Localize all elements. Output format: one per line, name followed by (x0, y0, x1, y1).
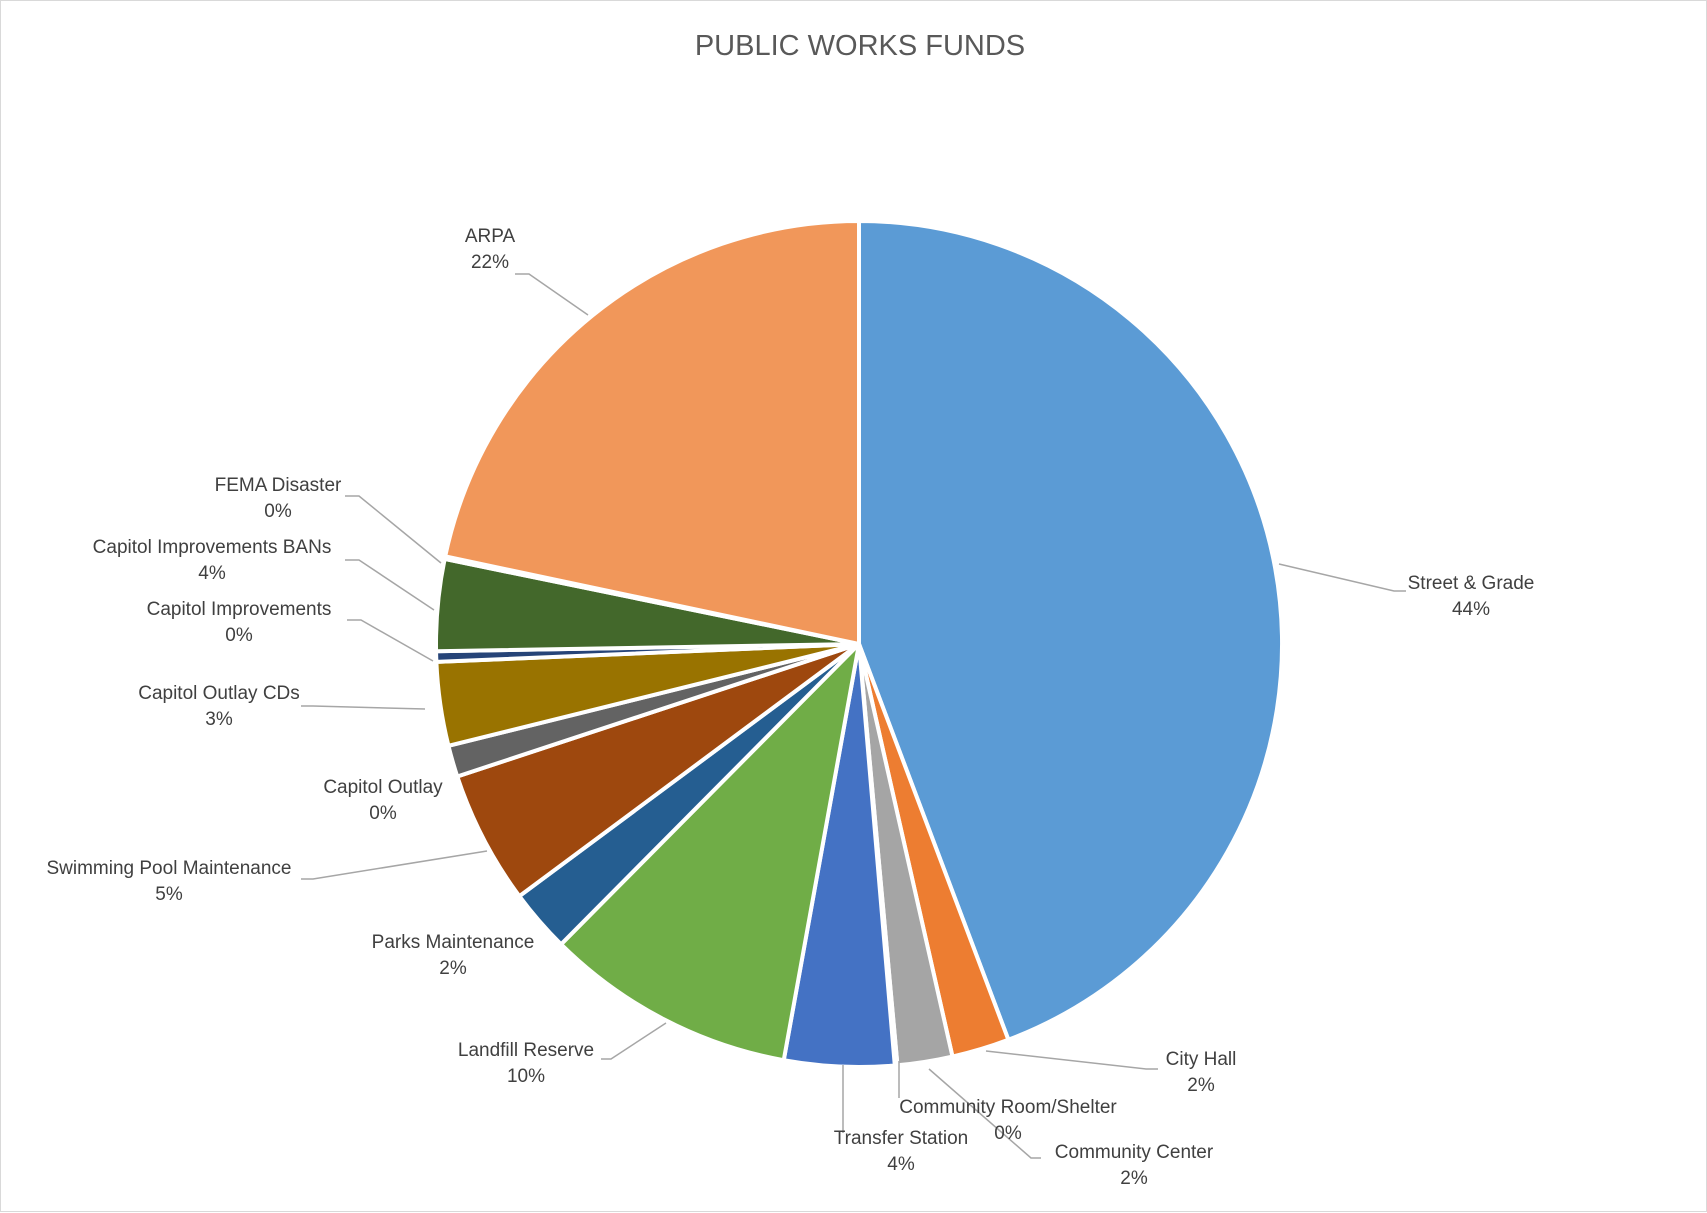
pie-slice-arpa (443, 219, 861, 646)
data-label-category: Capitol Improvements BANs (93, 537, 332, 558)
data-label-category: Capitol Outlay (323, 777, 443, 798)
data-label-category: Parks Maintenance (372, 932, 535, 953)
data-label-percent: 0% (994, 1123, 1022, 1144)
data-label-category: City Hall (1166, 1049, 1237, 1070)
data-labels: Street & Grade 44% City Hall 2% Community Ce… (46, 226, 1534, 1189)
data-label-category: Community Room/Shelter (899, 1097, 1117, 1118)
data-label-percent: 2% (1120, 1168, 1148, 1189)
leader-line-capitol-outlay-cds (301, 705, 426, 710)
pie-slices (434, 219, 1285, 1069)
data-label-category: Swimming Pool Maintenance (46, 858, 291, 879)
pie-slice-street-grade (857, 219, 1285, 1042)
data-label-percent: 10% (507, 1066, 545, 1087)
leader-line-landfill-reserve (601, 1022, 667, 1060)
data-label-percent: 4% (198, 563, 226, 584)
data-label-percent: 0% (369, 803, 397, 824)
data-label-percent: 0% (225, 625, 253, 646)
data-label-percent: 22% (471, 252, 509, 273)
leader-line-arpa (515, 273, 589, 316)
data-label-percent: 3% (205, 709, 233, 730)
data-label-category: Landfill Reserve (458, 1040, 594, 1061)
leader-line-community-center (928, 1068, 1041, 1159)
pie-slice-landfill-reserve (559, 642, 861, 1063)
data-label-category: ARPA (465, 226, 516, 247)
data-label-percent: 4% (887, 1154, 915, 1175)
data-label-category: Community Center (1055, 1142, 1214, 1163)
data-label-category: Capitol Improvements (147, 599, 332, 620)
data-label-category: FEMA Disaster (215, 475, 342, 496)
leader-lines (301, 273, 1406, 1159)
data-label-category: Street & Grade (1408, 573, 1535, 594)
data-label-percent: 0% (264, 501, 292, 522)
chart-title: PUBLIC WORKS FUNDS (695, 30, 1025, 62)
leader-line-capitol-improvements-bans (345, 559, 435, 611)
data-label-category: Transfer Station (834, 1128, 968, 1149)
data-label-category: Capitol Outlay CDs (138, 683, 300, 704)
data-label-percent: 2% (1187, 1075, 1215, 1096)
leader-line-fema-disaster (345, 495, 442, 564)
data-label-percent: 5% (155, 884, 183, 905)
leader-line-city-hall (985, 1050, 1158, 1070)
leader-line-swimming-pool-maintenance (301, 850, 488, 880)
leader-line-street-grade (1278, 563, 1406, 592)
leader-line-capitol-improvements (347, 619, 434, 662)
data-label-percent: 2% (439, 958, 467, 979)
data-label-percent: 44% (1452, 599, 1490, 620)
